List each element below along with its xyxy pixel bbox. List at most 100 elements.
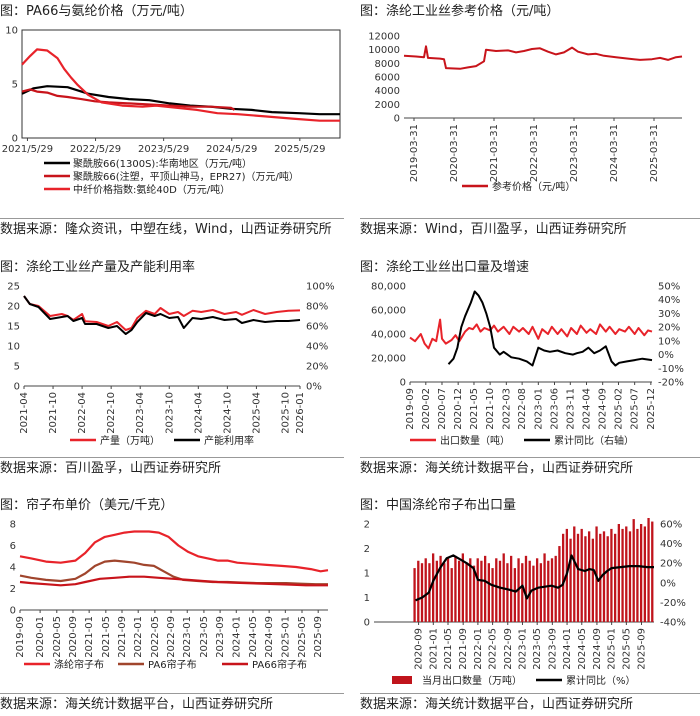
x-tick-label: 2020-02 [421, 388, 432, 430]
panel-pa66-spandex: 图：PA66与氨纶价格（万元/吨） 0 5 10 2021/5/29 2022/5/29… [0, 0, 348, 262]
x-tick-label: 2026-01 [295, 392, 306, 434]
bar [465, 563, 468, 622]
y-tick-label: 6 [10, 541, 16, 552]
bar [472, 565, 476, 622]
y-right-tick-label: 100% [306, 282, 335, 293]
bar [450, 568, 453, 622]
bar [480, 560, 483, 622]
panel-cord-fabric-price: 图：帘子布单价（美元/千克） 0 2 4 6 8 2019-09 2020-01 2020-0… [0, 494, 348, 716]
bar [469, 558, 472, 622]
x-tick-label: 2024-01 [231, 616, 242, 658]
y-tick-label: 0 [12, 134, 18, 145]
y-tick-label: 0 [10, 606, 16, 617]
bar [632, 519, 635, 622]
bar [550, 558, 554, 622]
data-source: 数据来源：Wind，百川盈孚，山西证券研究所 [360, 218, 700, 238]
x-tick-label: 2025-09 [637, 628, 648, 670]
x-tick-label: 2025-05 [297, 616, 308, 658]
legend-label: 当月出口数量（万吨） [422, 674, 522, 687]
y-tick-label: 10000 [368, 45, 400, 56]
x-tick-label: 2023-01 [182, 616, 193, 658]
x-tick-label: 2022-10 [106, 392, 117, 434]
x-tick-label: 2024-03-31 [609, 124, 620, 182]
series-line [19, 559, 328, 586]
panel-yarn-output-utilization: 图：涤纶工业丝产量及产能利用率 0 5 10 15 20 25 0% 20% 40% 60% 80%… [0, 256, 348, 478]
x-tick-label: 2021-03-31 [489, 124, 500, 182]
chart-title: 图：涤纶工业丝产量及产能利用率 [0, 260, 196, 275]
y-tick-label: 0 [14, 382, 20, 393]
bar [584, 536, 587, 622]
bar [431, 553, 435, 622]
chart-title: 图：涤纶工业丝出口量及增速 [360, 260, 530, 275]
bar [457, 560, 461, 622]
bar [476, 558, 479, 622]
bar [636, 528, 639, 622]
x-tick-label: 2022-03-31 [529, 124, 540, 182]
y-right-tick-label: 0% [660, 578, 676, 589]
y-tick-label: 10 [5, 26, 18, 37]
series-line [19, 575, 328, 587]
x-tick-label: 2022-09 [166, 616, 177, 658]
series-line [21, 85, 340, 116]
bar [491, 568, 494, 622]
data-source: 数据来源：海关统计数据平台，山西证券研究所 [360, 457, 700, 477]
x-tick-label: 2025-12 [646, 388, 657, 430]
bar [561, 533, 565, 622]
x-tick-label: 2025-05 [621, 628, 632, 670]
bar [498, 560, 502, 622]
y-right-tick-label: 20% [306, 362, 328, 373]
legend-label: 涤纶帘子布 [54, 658, 104, 671]
x-tick-label: 2025-10 [280, 392, 291, 434]
x-tick-label: 2023-03-31 [569, 124, 580, 182]
bar [602, 531, 606, 622]
bar [513, 568, 517, 622]
y-tick-label: 40,000 [371, 330, 406, 341]
x-tick-label: 2020-09 [414, 628, 425, 670]
series-line [403, 45, 683, 70]
bar [647, 518, 650, 622]
series-line [447, 290, 653, 367]
panel-industrial-yarn-price: 图：涤纶工业丝参考价格（元/吨） 0 2000 4000 6000 8000 10000 1… [352, 0, 700, 262]
x-tick-label: 2019-09 [405, 388, 416, 430]
bar [532, 565, 535, 622]
series-line [19, 530, 329, 573]
x-tick-label: 2021-10 [48, 392, 59, 434]
y-tick-label: 5 [14, 362, 20, 373]
bar [591, 538, 594, 622]
x-tick-label: 2019-09 [15, 616, 26, 658]
y-right-tick-label: -40% [660, 618, 686, 629]
x-tick-label: 2020-07 [437, 388, 448, 430]
bar [617, 524, 620, 622]
bar [613, 533, 617, 622]
legend-swatch [392, 676, 412, 684]
x-tick-label: 2022-05 [488, 628, 499, 670]
bar [606, 536, 609, 622]
bar [573, 526, 576, 622]
y-right-tick-label: 20% [658, 323, 680, 334]
x-tick-label: 2023-10 [164, 392, 175, 434]
y-tick-label: 4000 [375, 86, 400, 97]
x-tick-label: 2021-09 [458, 628, 469, 670]
x-tick-label: 2021-05 [443, 628, 454, 670]
chart-yarn-export: 0 20,000 40,000 60,000 80,000 -20% -10% 0% 10% 20… [371, 282, 684, 448]
y-right-tick-label: 20% [660, 559, 682, 570]
x-tick-label: 2023-01 [533, 388, 544, 430]
bar [439, 555, 442, 622]
bar [461, 553, 465, 622]
x-tick-label: 2022/5/29 [70, 144, 121, 155]
y-tick-label: 5 [12, 80, 18, 91]
chart-title: 图：涤纶工业丝参考价格（元/吨） [360, 4, 560, 19]
x-tick-label: 2021-10 [485, 388, 496, 430]
y-tick-label: 8000 [375, 59, 400, 70]
y-tick-label: 80,000 [371, 282, 406, 293]
data-source: 数据来源：百川盈孚，山西证券研究所 [0, 457, 344, 477]
bar [587, 531, 591, 622]
bar [454, 555, 457, 622]
y-tick-label: 2000 [375, 100, 400, 111]
x-tick-label: 2024-10 [222, 392, 233, 434]
legend-label: 产量（万吨） [100, 434, 160, 447]
x-tick-label: 2022-08 [517, 388, 528, 430]
x-tick-label: 2024-01 [562, 628, 573, 670]
x-tick-label: 2023-09 [215, 616, 226, 658]
y-tick-label: 8 [10, 520, 16, 531]
